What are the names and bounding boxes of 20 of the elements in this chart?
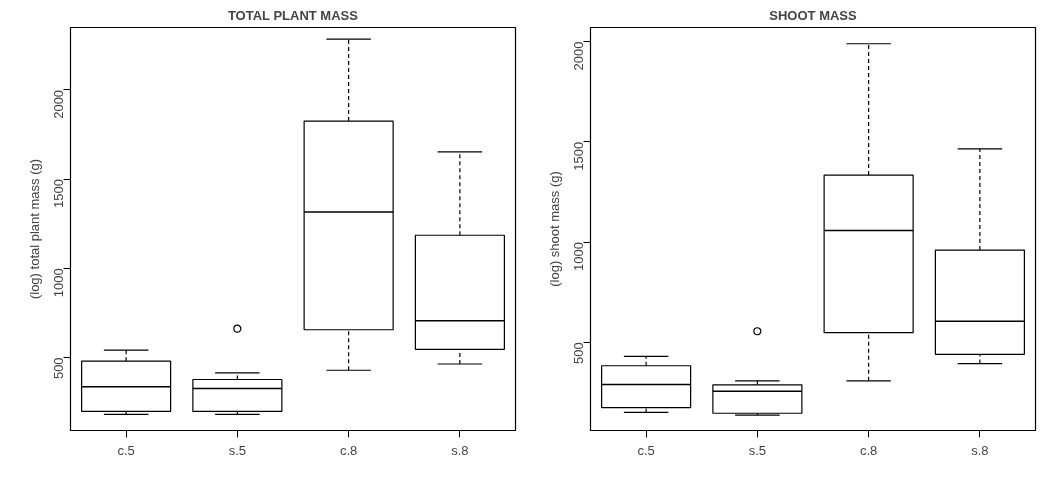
- y-axis-title: (log) shoot mass (g): [546, 171, 562, 287]
- y-tick-label: 1000: [571, 242, 586, 271]
- x-tick-label: c.8: [339, 442, 358, 458]
- y-tick-label: 1500: [51, 179, 66, 208]
- y-tick-label: 500: [51, 357, 66, 380]
- x-tick-label: c.8: [859, 442, 878, 458]
- x-tick-label: c.5: [117, 442, 135, 458]
- x-tick-label: s.8: [451, 442, 469, 458]
- chart-title: SHOOT MASS: [769, 7, 858, 23]
- y-axis-title: (log) total plant mass (g): [26, 158, 42, 300]
- y-tick-label: 1500: [571, 141, 586, 171]
- y-tick-label: 1000: [51, 268, 66, 298]
- y-tick-label: 2000: [51, 89, 66, 119]
- x-tick-label: c.5: [637, 442, 655, 458]
- chart-title: TOTAL PLANT MASS: [227, 7, 359, 23]
- x-tick-label: s.8: [971, 442, 989, 458]
- y-tick-label: 2000: [571, 41, 586, 71]
- x-tick-label: s.5: [228, 442, 247, 458]
- x-tick-label: s.5: [748, 442, 767, 458]
- y-tick-label: 500: [571, 342, 586, 364]
